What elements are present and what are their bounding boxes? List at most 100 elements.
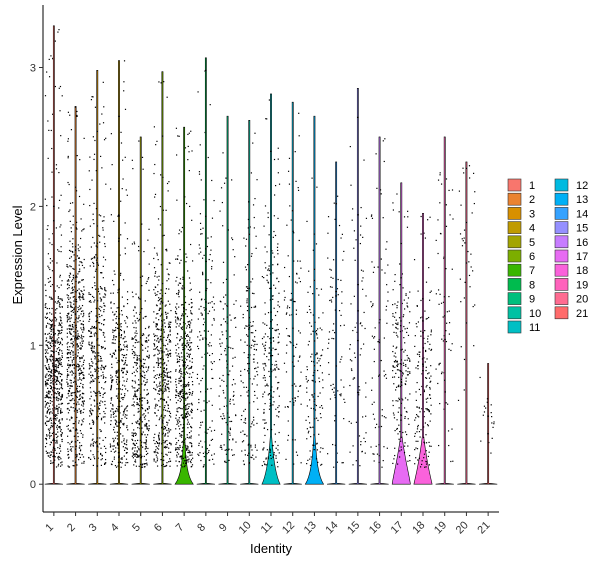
point-7	[177, 407, 179, 409]
point-1	[61, 373, 63, 376]
point-6	[157, 366, 159, 368]
point-7	[183, 361, 185, 363]
point-13	[312, 314, 314, 316]
point-7	[183, 441, 185, 443]
point-15	[357, 283, 359, 286]
point-6	[163, 399, 165, 401]
point-6	[167, 356, 169, 359]
point-4	[113, 330, 116, 332]
point-5	[144, 442, 146, 444]
point-2	[72, 464, 74, 467]
point-1	[48, 397, 50, 399]
point-5	[131, 291, 134, 293]
point-8	[204, 309, 206, 311]
point-1	[61, 440, 63, 443]
point-9	[232, 357, 234, 359]
violin-13	[304, 115, 325, 485]
point-4	[112, 408, 114, 410]
point-6	[153, 247, 156, 249]
point-2	[67, 266, 69, 268]
point-2	[71, 385, 73, 387]
point-2	[82, 355, 84, 357]
point-5	[141, 464, 143, 466]
point-6	[158, 349, 160, 352]
point-2	[82, 374, 84, 376]
point-3	[93, 223, 95, 225]
point-3	[99, 392, 102, 394]
point-5	[141, 427, 143, 429]
point-8	[202, 337, 204, 339]
point-1	[44, 304, 46, 306]
point-2	[67, 279, 70, 281]
point-6	[161, 398, 163, 400]
point-4	[110, 389, 112, 391]
point-3	[97, 307, 99, 309]
point-5	[132, 309, 135, 311]
point-3	[91, 365, 93, 367]
point-2	[75, 336, 77, 338]
point-16	[382, 140, 384, 142]
point-14	[335, 295, 337, 297]
point-6	[167, 435, 169, 437]
point-17	[393, 355, 395, 357]
point-5	[131, 379, 133, 382]
point-5	[141, 344, 144, 346]
point-7	[177, 319, 179, 321]
point-19	[451, 268, 453, 270]
point-6	[163, 370, 165, 373]
point-13	[312, 396, 314, 398]
point-4	[120, 348, 122, 350]
point-16	[378, 374, 381, 376]
point-11	[273, 284, 275, 286]
point-2	[82, 229, 84, 231]
point-5	[147, 402, 149, 404]
point-1	[52, 404, 54, 406]
point-13	[322, 447, 324, 450]
point-4	[123, 368, 125, 370]
point-18	[428, 410, 430, 413]
point-5	[138, 379, 140, 381]
point-15	[365, 295, 367, 297]
point-1	[55, 168, 58, 170]
point-13	[306, 405, 308, 407]
point-5	[144, 415, 147, 417]
point-1	[55, 363, 57, 366]
point-4	[112, 292, 114, 294]
point-7	[181, 388, 183, 391]
point-17	[406, 354, 408, 357]
point-4	[121, 314, 123, 316]
point-13	[312, 330, 314, 332]
point-6	[154, 339, 156, 341]
point-1	[59, 349, 61, 351]
point-12	[286, 307, 288, 309]
point-4	[126, 448, 128, 450]
point-5	[146, 355, 148, 357]
point-17	[402, 362, 405, 364]
point-7	[188, 437, 190, 439]
point-8	[197, 347, 200, 350]
point-3	[104, 288, 106, 290]
point-4	[121, 418, 123, 420]
point-1	[49, 375, 51, 377]
point-13	[313, 444, 315, 447]
point-1	[46, 368, 48, 371]
point-11	[275, 348, 277, 350]
point-2	[81, 396, 83, 398]
point-18	[419, 351, 421, 353]
point-11	[270, 321, 272, 323]
point-2	[75, 454, 77, 456]
point-7	[189, 392, 192, 394]
point-1	[55, 365, 57, 367]
point-2	[78, 264, 80, 266]
point-13	[308, 422, 311, 424]
point-1	[58, 250, 60, 252]
point-6	[160, 301, 162, 303]
point-18	[425, 386, 427, 388]
point-4	[119, 420, 122, 422]
point-11	[277, 301, 279, 303]
point-3	[100, 215, 102, 217]
point-5	[134, 455, 136, 457]
point-1	[52, 391, 54, 393]
point-3	[103, 319, 105, 321]
point-7	[177, 255, 179, 257]
